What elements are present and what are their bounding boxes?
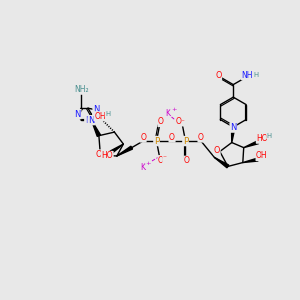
Text: K: K <box>140 163 145 172</box>
Text: NH₂: NH₂ <box>74 85 88 94</box>
Text: O: O <box>198 133 204 142</box>
Text: O: O <box>215 70 221 80</box>
Text: P: P <box>154 136 159 146</box>
Text: K: K <box>165 109 170 118</box>
Text: N: N <box>93 105 99 114</box>
Text: O: O <box>158 117 164 126</box>
Text: N: N <box>74 110 81 119</box>
Text: O: O <box>96 150 102 159</box>
Text: ⁻: ⁻ <box>163 154 167 163</box>
Polygon shape <box>232 127 235 142</box>
Polygon shape <box>92 120 100 136</box>
Text: N: N <box>88 116 94 125</box>
Polygon shape <box>214 158 229 168</box>
Text: HO: HO <box>101 152 113 160</box>
Text: O: O <box>214 146 220 154</box>
Text: O: O <box>158 156 164 165</box>
Text: O: O <box>169 133 175 142</box>
Text: HO: HO <box>256 134 268 143</box>
Text: P: P <box>183 136 188 146</box>
Text: +: + <box>146 161 151 166</box>
Text: O: O <box>140 133 146 142</box>
Text: N: N <box>230 123 236 132</box>
Text: OH: OH <box>94 112 106 121</box>
Text: NH: NH <box>241 70 253 80</box>
Text: O⁻: O⁻ <box>175 117 185 126</box>
Polygon shape <box>244 141 259 148</box>
Text: H: H <box>254 72 259 78</box>
Text: H: H <box>267 133 272 139</box>
Text: O: O <box>184 156 190 165</box>
Polygon shape <box>243 158 258 163</box>
Text: +: + <box>171 107 176 112</box>
Text: OH: OH <box>256 152 268 160</box>
Text: H: H <box>105 111 110 117</box>
Text: N: N <box>85 116 91 125</box>
Polygon shape <box>110 144 123 154</box>
Polygon shape <box>117 146 133 156</box>
